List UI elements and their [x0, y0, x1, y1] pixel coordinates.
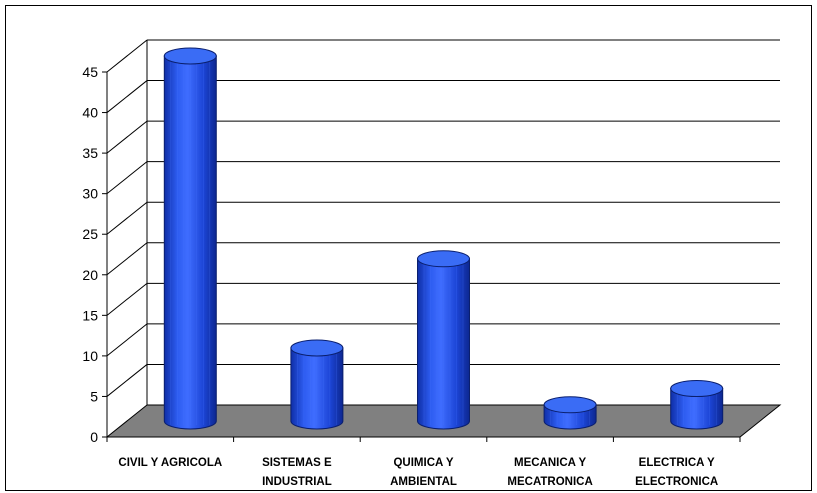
- bar-top: [163, 47, 217, 65]
- gridline-side: [106, 242, 148, 276]
- bar: [163, 47, 217, 430]
- bar-body: [670, 388, 724, 430]
- y-tick-label: 30: [82, 186, 98, 202]
- gridline-side: [106, 323, 148, 357]
- y-tick-label: 15: [82, 307, 98, 323]
- x-tick-label: CIVIL Y AGRICOLA: [118, 457, 222, 469]
- bar-top: [543, 396, 597, 414]
- y-tick-label: 20: [82, 267, 98, 283]
- gridline-side: [106, 282, 148, 316]
- bar: [670, 380, 724, 430]
- x-tick-label: MECANICA Y: [514, 457, 587, 469]
- bar-top: [417, 250, 470, 268]
- category-labels: CIVIL Y AGRICOLA SISTEMAS E INDUSTRIAL QUIM…: [118, 457, 718, 488]
- bar: [417, 250, 470, 430]
- bar: [290, 339, 344, 430]
- y-tick-label: 10: [82, 348, 98, 364]
- bar-body: [290, 347, 344, 430]
- bar-top: [290, 339, 344, 357]
- gridline-side: [106, 39, 148, 73]
- y-tick-label: 35: [82, 145, 98, 161]
- bar-top: [670, 380, 724, 398]
- gridline-side: [106, 120, 148, 154]
- bar-body: [417, 258, 470, 430]
- x-tick-label: INDUSTRIAL: [262, 476, 332, 488]
- x-tick-label: QUIMICA Y: [393, 457, 453, 469]
- bar-body: [163, 55, 217, 430]
- bars: [163, 47, 724, 430]
- x-tick-label: SISTEMAS E: [262, 457, 332, 469]
- x-tick-label: AMBIENTAL: [390, 476, 457, 488]
- y-tick-label: 5: [90, 388, 98, 404]
- x-tick-label: ELECTRICA Y: [639, 457, 715, 469]
- gridline-side: [106, 364, 148, 397]
- bar: [543, 396, 597, 430]
- gridline-side: [106, 201, 148, 235]
- y-tick-label: 25: [82, 226, 98, 242]
- y-tick-label: 40: [82, 105, 98, 121]
- y-axis: 0 5 10 15 20 25 30 35 40 45: [82, 64, 741, 445]
- gridline-side: [106, 161, 148, 195]
- gridline-side: [106, 80, 148, 113]
- x-tick-label: ELECTRONICA: [635, 476, 718, 488]
- x-tick-label: MECATRONICA: [507, 476, 592, 488]
- y-tick-label: 0: [90, 429, 98, 445]
- y-tick-label: 45: [82, 64, 98, 80]
